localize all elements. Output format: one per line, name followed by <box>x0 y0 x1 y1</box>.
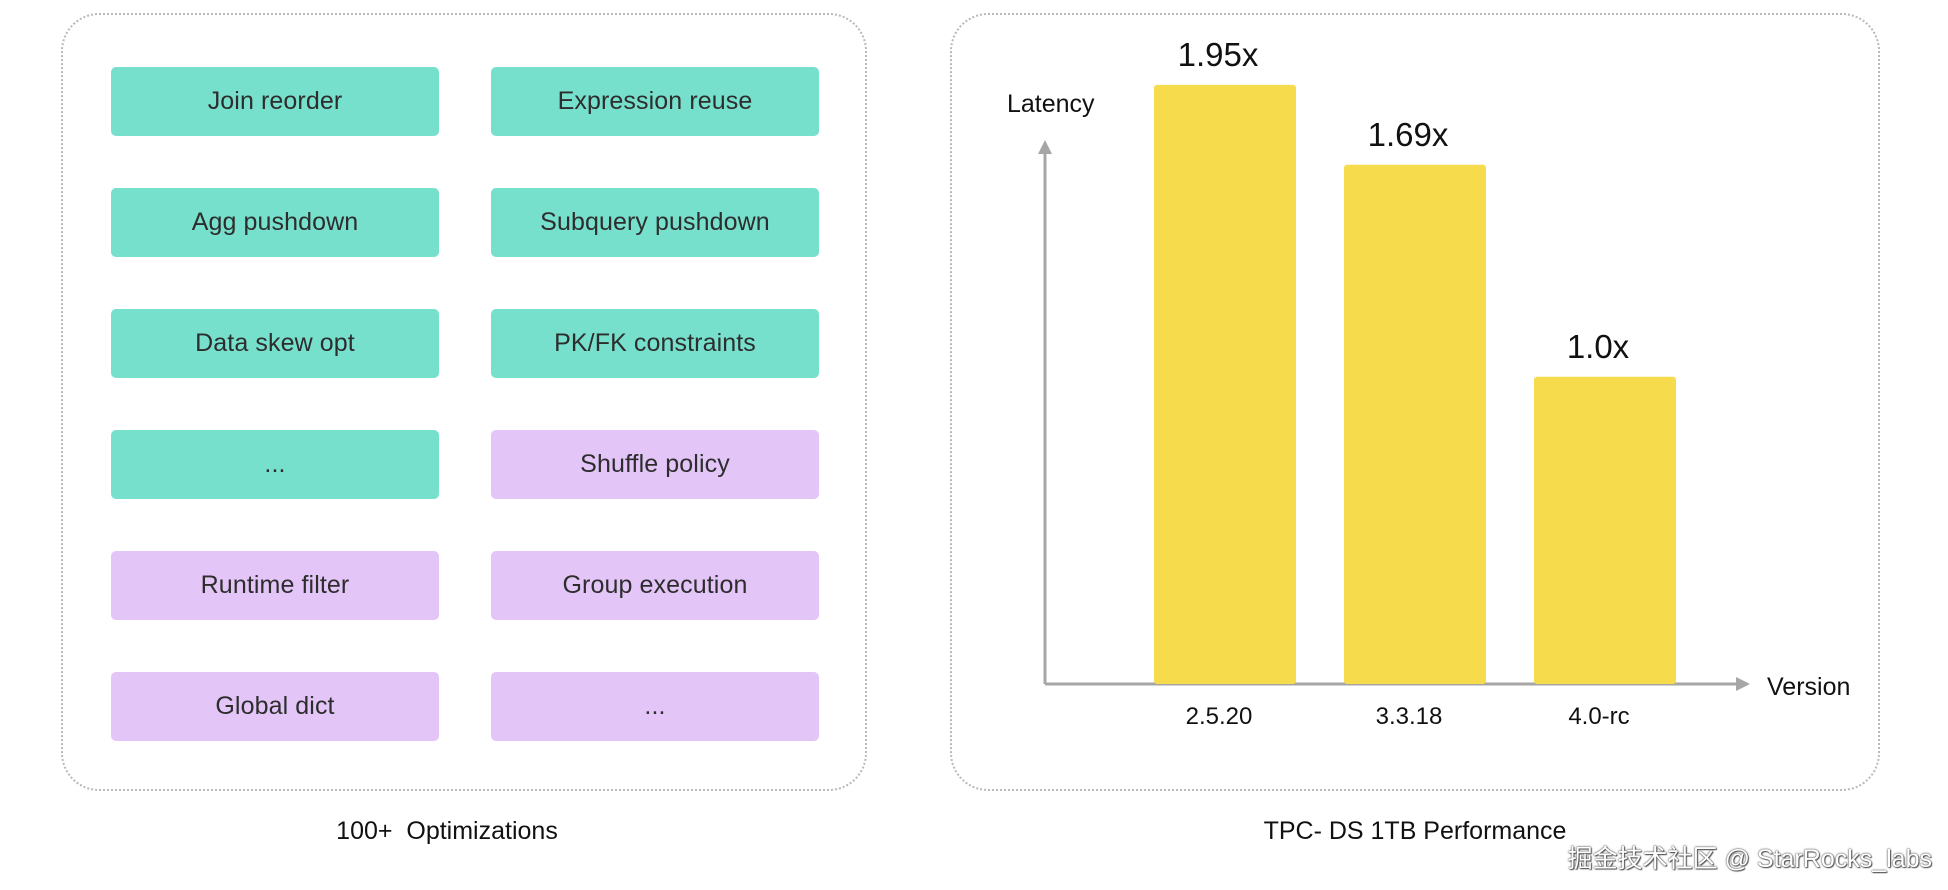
tile-join-reorder: Join reorder <box>111 67 439 136</box>
tile-ellipsis-purple: ... <box>491 672 819 741</box>
tile-expression-reuse: Expression reuse <box>491 67 819 136</box>
tile-global-dict: Global dict <box>111 672 439 741</box>
bar-3.3.18 <box>1344 164 1486 685</box>
tile-pk-fk-constraints: PK/FK constraints <box>491 309 819 378</box>
tile-data-skew-opt: Data skew opt <box>111 309 439 378</box>
bar-value-label: 1.69x <box>1368 116 1449 153</box>
bar-2.5.20 <box>1154 84 1296 684</box>
bar-value-label: 1.0x <box>1567 328 1630 365</box>
tile-shuffle-policy: Shuffle policy <box>491 430 819 499</box>
bar-4.0-rc <box>1534 376 1676 684</box>
watermark: 掘金技术社区 @ StarRocks_labs <box>1567 845 1932 873</box>
optimizations-caption: 100+ Optimizations <box>336 817 558 845</box>
x-axis-label: Version <box>1767 673 1850 701</box>
x-tick-label: 4.0-rc <box>1568 703 1629 730</box>
tile-agg-pushdown: Agg pushdown <box>111 188 439 257</box>
tile-ellipsis-green: ... <box>111 430 439 499</box>
y-axis-label: Latency <box>1007 90 1095 118</box>
performance-caption: TPC- DS 1TB Performance <box>1263 817 1567 845</box>
x-tick-label: 3.3.18 <box>1376 703 1443 730</box>
tile-subquery-pushdown: Subquery pushdown <box>491 188 819 257</box>
tile-runtime-filter: Runtime filter <box>111 551 439 620</box>
tile-group-execution: Group execution <box>491 551 819 620</box>
y-axis-arrow <box>1038 140 1052 154</box>
x-axis-arrow <box>1736 677 1750 691</box>
bar-value-label: 1.95x <box>1178 36 1259 73</box>
x-tick-label: 2.5.20 <box>1186 703 1253 730</box>
optimizations-panel: Join reorder Expression reuse Agg pushdo… <box>61 13 867 791</box>
